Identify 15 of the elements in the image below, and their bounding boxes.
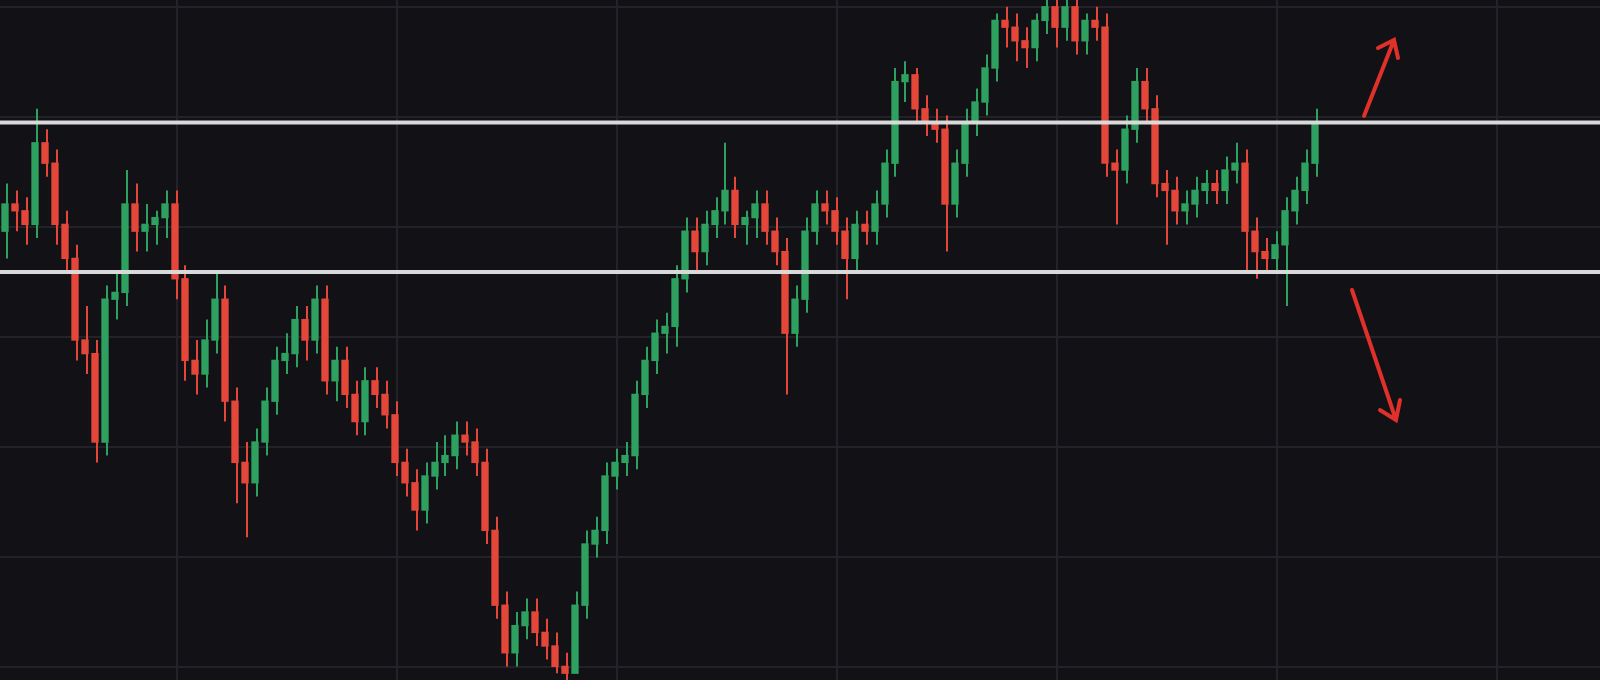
candlestick (861, 209, 869, 246)
candlestick (731, 175, 739, 239)
candlestick (1, 182, 9, 260)
candlestick (301, 305, 309, 362)
candlestick (131, 182, 139, 253)
candlestick (691, 216, 699, 273)
candlestick (1061, 0, 1069, 42)
candlestick (1081, 12, 1089, 56)
candlestick (361, 366, 369, 437)
candlestick (1211, 169, 1219, 205)
candlestick (1071, 0, 1079, 56)
candlestick (331, 345, 339, 403)
candlestick (851, 209, 859, 273)
candlestick (311, 284, 319, 355)
candlestick (1051, 0, 1059, 49)
